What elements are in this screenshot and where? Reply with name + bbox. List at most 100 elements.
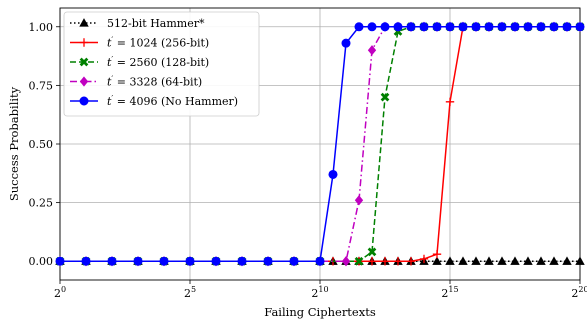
legend-marker xyxy=(79,57,89,67)
data-point xyxy=(562,22,572,32)
legend-label: 512-bit Hammer* xyxy=(107,17,205,30)
data-point xyxy=(536,22,546,32)
legend-marker xyxy=(79,96,89,106)
data-point xyxy=(159,256,169,266)
x-tick-label: 210 xyxy=(311,285,328,300)
data-point xyxy=(575,256,585,265)
legend: 512-bit Hammer*t′ = 1024 (256-bit)t′ = 2… xyxy=(63,11,260,117)
data-point xyxy=(445,22,455,32)
legend-prime: ′ xyxy=(111,94,113,103)
data-point xyxy=(81,256,91,266)
data-point xyxy=(406,257,416,266)
legend-prime: ′ xyxy=(111,75,113,84)
data-point xyxy=(380,257,390,266)
data-point xyxy=(536,256,546,265)
x-tick-base: 2 xyxy=(54,287,61,300)
x-tick-base: 2 xyxy=(184,287,191,300)
data-point xyxy=(419,254,429,264)
data-point xyxy=(419,22,429,32)
data-point xyxy=(237,256,247,266)
legend-box xyxy=(63,11,260,117)
data-point xyxy=(393,257,403,266)
y-tick-label: 0.75 xyxy=(29,79,54,92)
data-point xyxy=(380,92,390,102)
legend-marker xyxy=(79,76,89,87)
data-point xyxy=(562,256,572,265)
x-tick-base: 2 xyxy=(311,287,318,300)
data-point xyxy=(341,256,351,267)
data-point xyxy=(263,256,273,266)
data-point xyxy=(367,247,377,257)
legend-rest: = 3328 (64-bit) xyxy=(113,76,202,89)
data-point xyxy=(497,256,507,265)
data-point xyxy=(367,257,377,266)
data-point xyxy=(523,22,533,32)
data-point xyxy=(432,250,442,259)
legend-label: t′ = 4096 (No Hammer) xyxy=(107,94,238,108)
data-point xyxy=(406,22,416,32)
data-point xyxy=(510,22,520,32)
legend-prime: ′ xyxy=(111,55,113,64)
x-tick-label: 20 xyxy=(54,285,66,300)
data-point xyxy=(393,22,403,32)
legend-var: t xyxy=(107,37,112,50)
y-tick-label: 1.00 xyxy=(29,21,54,34)
y-axis-title: Success Probability xyxy=(7,86,21,201)
data-point xyxy=(367,45,377,56)
data-point xyxy=(497,22,507,32)
data-point xyxy=(354,195,364,206)
data-point xyxy=(432,22,442,32)
data-point xyxy=(471,256,481,265)
x-tick-label: 25 xyxy=(184,285,196,300)
data-point xyxy=(55,256,65,266)
data-point xyxy=(341,38,351,48)
legend-rest: = 1024 (256-bit) xyxy=(113,37,209,50)
legend-var: t xyxy=(107,76,112,89)
data-point xyxy=(133,256,143,266)
data-point xyxy=(354,22,364,32)
x-tick-label: 220 xyxy=(571,285,587,300)
data-point xyxy=(523,256,533,265)
legend-marker xyxy=(79,18,89,27)
data-point xyxy=(445,97,455,106)
data-point xyxy=(380,22,390,32)
legend-rest: = 2560 (128-bit) xyxy=(113,56,209,69)
y-tick-label: 0.00 xyxy=(29,255,54,268)
series-4 xyxy=(55,22,585,266)
y-tick-label: 0.50 xyxy=(29,138,54,151)
legend-marker xyxy=(79,38,89,47)
data-point xyxy=(458,22,468,32)
data-point xyxy=(315,256,325,266)
x-tick-exponent: 15 xyxy=(448,285,458,294)
data-point xyxy=(458,256,468,265)
legend-label: t′ = 2560 (128-bit) xyxy=(107,55,209,69)
data-point xyxy=(107,256,117,266)
legend-var: t xyxy=(107,95,112,108)
data-point xyxy=(211,256,221,266)
x-tick-label: 215 xyxy=(441,285,458,300)
data-point xyxy=(432,256,442,265)
data-point xyxy=(354,256,364,266)
x-axis-title: Failing Ciphertexts xyxy=(264,305,376,319)
y-tick-label: 0.25 xyxy=(29,197,54,210)
data-point xyxy=(445,256,455,265)
legend-rest: = 4096 (No Hammer) xyxy=(113,95,238,108)
data-point xyxy=(471,22,481,32)
x-tick-exponent: 0 xyxy=(61,285,66,294)
x-tick-base: 2 xyxy=(441,287,448,300)
data-point xyxy=(328,169,338,179)
data-point xyxy=(185,256,195,266)
data-point xyxy=(367,22,377,32)
data-point xyxy=(575,22,585,32)
data-point xyxy=(549,256,559,265)
series-group xyxy=(55,21,585,267)
x-tick-exponent: 20 xyxy=(578,285,587,294)
legend-label: t′ = 1024 (256-bit) xyxy=(107,36,209,50)
legend-prime: ′ xyxy=(111,36,113,45)
data-point xyxy=(484,22,494,32)
data-point xyxy=(289,256,299,266)
x-tick-exponent: 5 xyxy=(191,285,196,294)
data-point xyxy=(510,256,520,265)
